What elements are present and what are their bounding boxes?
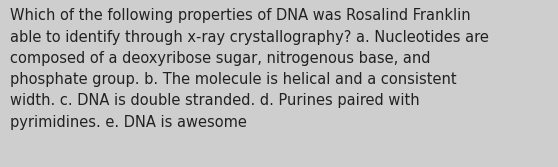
Text: Which of the following properties of DNA was Rosalind Franklin
able to identify : Which of the following properties of DNA… [10, 8, 489, 130]
